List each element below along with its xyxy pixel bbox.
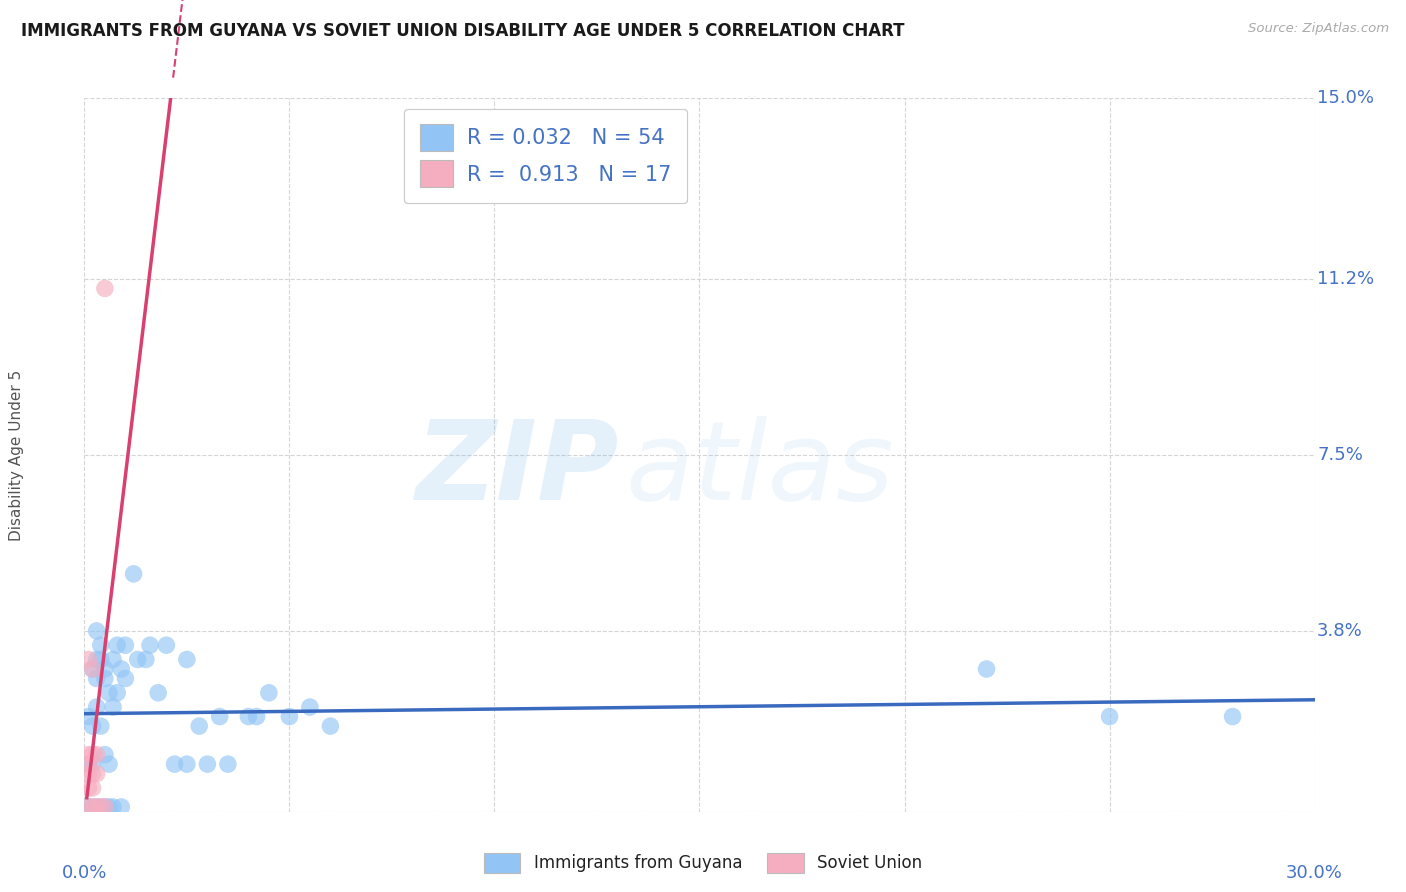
Point <box>208 709 231 723</box>
Text: atlas: atlas <box>626 416 894 523</box>
Point <box>217 757 239 772</box>
Point <box>86 766 108 780</box>
Point <box>90 719 112 733</box>
Text: 7.5%: 7.5% <box>1317 446 1362 464</box>
Point <box>176 652 198 666</box>
Point <box>105 686 128 700</box>
Point <box>246 709 269 723</box>
Point <box>98 757 120 772</box>
Point <box>298 700 321 714</box>
Point <box>90 800 112 814</box>
Point <box>101 700 124 714</box>
Point <box>94 672 117 686</box>
Point <box>86 800 108 814</box>
Point <box>90 638 112 652</box>
Point <box>139 638 162 652</box>
Point <box>94 281 117 295</box>
Point <box>90 800 112 814</box>
Text: Source: ZipAtlas.com: Source: ZipAtlas.com <box>1249 22 1389 36</box>
Point <box>257 686 280 700</box>
Point <box>86 672 108 686</box>
Legend: Immigrants from Guyana, Soviet Union: Immigrants from Guyana, Soviet Union <box>477 847 929 880</box>
Text: 15.0%: 15.0% <box>1317 89 1374 107</box>
Point <box>197 757 219 772</box>
Point <box>77 766 100 780</box>
Point <box>77 800 100 814</box>
Point <box>94 800 117 814</box>
Point <box>86 747 108 762</box>
Point <box>82 780 104 795</box>
Point <box>148 686 170 700</box>
Point <box>77 800 100 814</box>
Point <box>82 662 104 676</box>
Point <box>82 757 104 772</box>
Point <box>98 686 120 700</box>
Point <box>188 719 211 733</box>
Point <box>86 652 108 666</box>
Point <box>319 719 342 733</box>
Point <box>135 652 157 666</box>
Text: IMMIGRANTS FROM GUYANA VS SOVIET UNION DISABILITY AGE UNDER 5 CORRELATION CHART: IMMIGRANTS FROM GUYANA VS SOVIET UNION D… <box>21 22 904 40</box>
Point <box>90 652 112 666</box>
Text: 3.8%: 3.8% <box>1317 622 1362 640</box>
Point <box>122 566 145 581</box>
Point <box>101 800 124 814</box>
Legend: R = 0.032   N = 54, R =  0.913   N = 17: R = 0.032 N = 54, R = 0.913 N = 17 <box>404 109 688 202</box>
Point <box>238 709 260 723</box>
Point <box>110 800 132 814</box>
Point <box>163 757 186 772</box>
Point <box>77 652 100 666</box>
Text: 0.0%: 0.0% <box>62 864 107 882</box>
Point <box>86 624 108 638</box>
Point <box>77 709 100 723</box>
Point <box>1098 709 1121 723</box>
Point <box>114 672 136 686</box>
Text: ZIP: ZIP <box>416 416 620 523</box>
Point <box>98 800 120 814</box>
Point <box>105 638 128 652</box>
Point <box>82 719 104 733</box>
Point <box>127 652 149 666</box>
Point <box>77 780 100 795</box>
Point <box>94 662 117 676</box>
Point <box>110 662 132 676</box>
Point <box>86 800 108 814</box>
Text: 30.0%: 30.0% <box>1286 864 1343 882</box>
Point <box>278 709 301 723</box>
Point <box>94 800 117 814</box>
Point <box>976 662 998 676</box>
Text: 11.2%: 11.2% <box>1317 270 1374 288</box>
Point <box>1222 709 1244 723</box>
Point <box>94 747 117 762</box>
Point <box>86 700 108 714</box>
Point <box>77 757 100 772</box>
Point <box>82 800 104 814</box>
Point <box>114 638 136 652</box>
Point <box>77 747 100 762</box>
Point <box>77 757 100 772</box>
Text: Disability Age Under 5: Disability Age Under 5 <box>10 369 24 541</box>
Point <box>82 766 104 780</box>
Point <box>155 638 177 652</box>
Point <box>82 800 104 814</box>
Point <box>82 662 104 676</box>
Point <box>176 757 198 772</box>
Point <box>82 747 104 762</box>
Point <box>101 652 124 666</box>
